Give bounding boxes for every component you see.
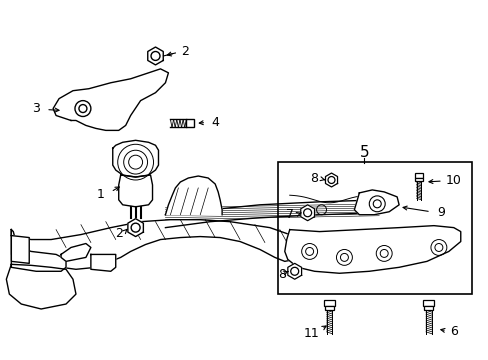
Bar bbox=[325, 306, 333, 310]
Text: 3: 3 bbox=[32, 102, 40, 115]
Polygon shape bbox=[11, 230, 66, 271]
Bar bbox=[186, 120, 194, 127]
Text: 6: 6 bbox=[449, 325, 457, 338]
Text: 1: 1 bbox=[97, 188, 104, 201]
Polygon shape bbox=[165, 176, 222, 215]
Polygon shape bbox=[11, 220, 299, 269]
Polygon shape bbox=[325, 173, 337, 187]
Text: 8: 8 bbox=[310, 171, 318, 185]
Bar bbox=[424, 306, 432, 310]
Polygon shape bbox=[11, 235, 29, 264]
Polygon shape bbox=[6, 264, 76, 309]
Bar bbox=[324, 300, 334, 306]
Polygon shape bbox=[354, 190, 398, 215]
Text: 7: 7 bbox=[285, 208, 293, 221]
Polygon shape bbox=[127, 219, 143, 237]
Text: 2: 2 bbox=[115, 227, 122, 240]
Polygon shape bbox=[165, 200, 379, 228]
Text: 11: 11 bbox=[303, 327, 319, 340]
Text: 4: 4 bbox=[211, 116, 219, 129]
Text: 10: 10 bbox=[445, 174, 461, 186]
Text: 9: 9 bbox=[436, 206, 444, 219]
Bar bbox=[423, 300, 433, 306]
Text: 8: 8 bbox=[277, 268, 285, 281]
Bar bbox=[414, 173, 423, 178]
Polygon shape bbox=[119, 175, 152, 207]
Text: 5: 5 bbox=[359, 145, 368, 160]
Bar bbox=[277, 162, 471, 294]
Polygon shape bbox=[300, 205, 314, 221]
Polygon shape bbox=[113, 140, 158, 177]
Polygon shape bbox=[91, 255, 116, 271]
Polygon shape bbox=[61, 243, 91, 261]
Polygon shape bbox=[147, 47, 163, 65]
Polygon shape bbox=[53, 69, 168, 130]
Bar bbox=[415, 178, 422, 181]
Polygon shape bbox=[287, 264, 301, 279]
Text: 2: 2 bbox=[181, 45, 189, 58]
Polygon shape bbox=[284, 226, 460, 273]
